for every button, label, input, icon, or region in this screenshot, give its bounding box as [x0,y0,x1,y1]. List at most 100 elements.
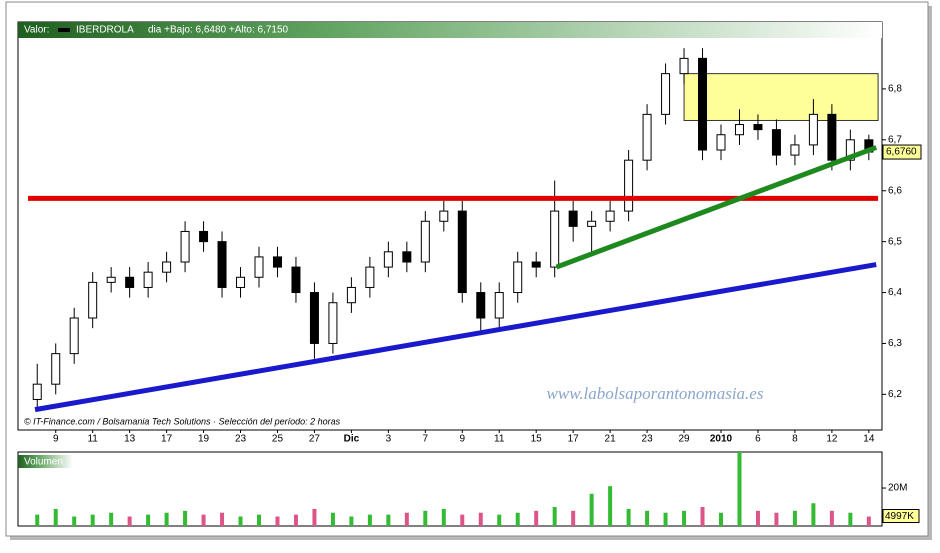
volume-bar [441,508,446,526]
volume-bar [755,510,760,526]
volume-bar [109,512,114,526]
x-tick-label: 11 [494,434,505,445]
candle-body [439,210,449,222]
x-tick-label: 23 [235,434,247,445]
candle-body [476,292,486,319]
volume-title: Volumen [24,457,63,468]
last-price-box [882,144,922,160]
volume-bar [774,512,779,526]
candle-body [513,261,523,294]
candle-body [420,220,430,263]
volume-bar [349,516,354,526]
candle-body [32,383,42,400]
volume-bar [72,516,77,526]
candle-body [679,57,689,75]
x-tick-label: 15 [531,434,543,445]
candle-body [88,281,98,319]
y-tick-label: 6,7 [888,134,902,145]
volume-bar [460,514,465,526]
volume-bar [497,514,502,526]
last-price-label: 6,6760 [886,147,917,158]
candle-body [236,276,246,288]
volume-bar [811,503,816,526]
legend-swatch [58,28,70,32]
candle-body [457,210,467,294]
x-tick-label: 9 [53,434,59,445]
x-tick-label: 8 [792,434,798,445]
volume-bar [164,512,169,526]
candle-body [716,134,726,151]
x-tick-label: 19 [198,434,210,445]
watermark: www.labolsaporantonomasia.es [547,384,764,403]
header-range: dia +Bajo: 6,6480 +Alto: 6,7150 [148,25,289,36]
volume-bar [737,452,742,526]
candle-body [550,210,560,268]
volume-bar [367,514,372,526]
volume-bar [386,514,391,526]
volume-bar [608,486,613,526]
candle-body [199,230,209,243]
volume-bar [257,514,261,526]
x-tick-label: 9 [459,434,465,445]
candle-body [180,230,190,263]
header-field: Valor: [24,25,49,36]
y-tick-label: 6,2 [888,389,902,400]
volume-bar [571,510,576,526]
last-volume-label: 4997K [885,511,914,522]
candle-body [346,286,356,304]
volume-bar [90,514,95,526]
x-tick-label: 29 [678,434,690,445]
candle-body [790,144,800,156]
volume-bar [792,510,797,526]
candle-body [106,276,116,283]
candle-body [69,317,79,355]
candle-body [328,302,338,344]
candle-body [753,124,763,131]
candle-body [808,113,818,146]
candle-body [605,210,615,222]
volume-bar [478,512,483,526]
footer: © IT-Finance.com / Bolsamania Tech Solut… [24,416,341,426]
candle-body [827,113,837,161]
volume-bar [201,514,206,526]
candle-body [624,159,634,212]
candle-body [531,261,541,268]
y-tick-label: 6,3 [888,338,902,349]
volume-bar [663,512,668,526]
x-tick-label: 6 [755,434,761,445]
volume-bar [866,516,871,526]
volume-tick-label: 20M [888,483,907,494]
candle-body [734,124,744,136]
volume-bar [423,510,428,526]
header-symbol: IBERDROLA [76,25,134,36]
candle-body [568,210,578,227]
x-tick-label: 3 [386,434,392,445]
x-tick-label: 25 [272,434,284,445]
y-tick-label: 6,8 [888,84,902,95]
volume-bar [552,507,557,526]
candle-body [587,220,597,227]
candle-body [771,129,781,156]
volume-bar [700,507,705,526]
volume-bar [848,512,853,526]
volume-bar [626,508,631,526]
x-tick-label: 7 [423,434,429,445]
volume-bar [645,510,650,526]
x-tick-label: 17 [568,434,580,445]
x-tick-label: 13 [124,434,136,445]
candle-body [309,292,319,344]
x-tick-label: 27 [309,434,321,445]
volume-bar [293,514,298,526]
volume-bar [238,516,243,526]
volume-bar [127,516,132,526]
y-tick-label: 6,6 [888,185,902,196]
volume-bar [312,508,317,526]
x-tick-label: 2010 [710,434,733,445]
volume-bar [515,512,520,526]
candle-body [162,261,172,273]
x-tick-label: 17 [161,434,173,445]
y-tick-label: 6,5 [888,236,902,247]
trendline [555,145,878,270]
